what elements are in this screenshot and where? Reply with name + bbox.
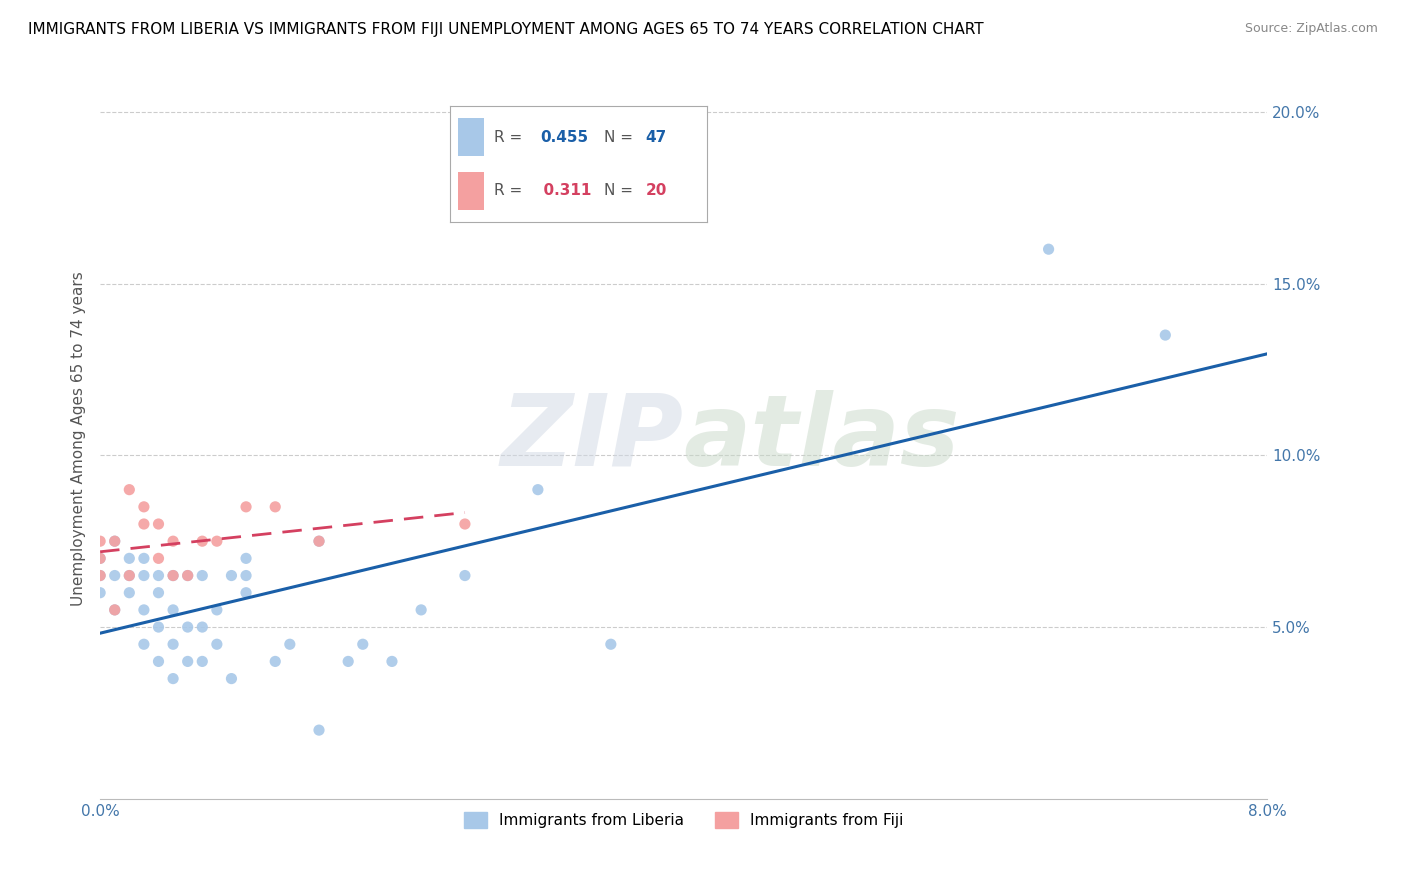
Point (176, 568, 198, 582)
Point (118, 483, 141, 497)
Point (176, 620, 198, 634)
Point (104, 568, 127, 582)
Point (337, 655, 360, 669)
Point (278, 637, 301, 651)
Point (148, 585, 170, 599)
Text: atlas: atlas (683, 390, 960, 487)
Point (1038, 242, 1060, 256)
Legend: Immigrants from Liberia, Immigrants from Fiji: Immigrants from Liberia, Immigrants from… (458, 806, 910, 835)
Point (104, 603, 127, 617)
Point (221, 672, 243, 686)
Point (132, 603, 155, 617)
Point (411, 603, 433, 617)
Point (148, 551, 170, 566)
Point (162, 672, 184, 686)
Point (235, 585, 257, 599)
Point (176, 568, 198, 582)
Point (527, 483, 550, 497)
Point (118, 568, 141, 582)
Point (132, 516, 155, 531)
Point (221, 568, 243, 582)
Point (264, 655, 287, 669)
Point (162, 568, 184, 582)
Point (104, 603, 127, 617)
Point (148, 620, 170, 634)
Point (308, 723, 330, 738)
Point (235, 500, 257, 514)
Point (104, 534, 127, 549)
Point (352, 637, 374, 651)
Point (132, 568, 155, 582)
Point (132, 551, 155, 566)
Point (89, 534, 111, 549)
Point (132, 500, 155, 514)
Point (148, 568, 170, 582)
Point (191, 568, 214, 582)
Point (381, 655, 404, 669)
Point (104, 534, 127, 549)
Point (162, 603, 184, 617)
Point (148, 655, 170, 669)
Text: ZIP: ZIP (501, 390, 683, 487)
Point (1154, 328, 1177, 343)
Point (118, 551, 141, 566)
Point (454, 568, 477, 582)
Point (162, 568, 184, 582)
Text: Source: ZipAtlas.com: Source: ZipAtlas.com (1244, 22, 1378, 36)
Point (176, 655, 198, 669)
Point (89, 568, 111, 582)
Point (205, 603, 228, 617)
Point (191, 655, 214, 669)
Point (308, 534, 330, 549)
Point (599, 637, 621, 651)
Point (235, 551, 257, 566)
Point (89, 551, 111, 566)
Point (148, 516, 170, 531)
Point (118, 568, 141, 582)
Point (162, 534, 184, 549)
Point (308, 534, 330, 549)
Point (89, 551, 111, 566)
Point (191, 534, 214, 549)
Point (454, 516, 477, 531)
Point (205, 637, 228, 651)
Point (191, 620, 214, 634)
Y-axis label: Unemployment Among Ages 65 to 74 years: Unemployment Among Ages 65 to 74 years (72, 271, 86, 606)
Point (264, 500, 287, 514)
Point (205, 534, 228, 549)
Point (132, 637, 155, 651)
Point (89, 568, 111, 582)
Text: IMMIGRANTS FROM LIBERIA VS IMMIGRANTS FROM FIJI UNEMPLOYMENT AMONG AGES 65 TO 74: IMMIGRANTS FROM LIBERIA VS IMMIGRANTS FR… (28, 22, 984, 37)
Point (235, 568, 257, 582)
Point (162, 637, 184, 651)
Point (118, 585, 141, 599)
Point (89, 585, 111, 599)
